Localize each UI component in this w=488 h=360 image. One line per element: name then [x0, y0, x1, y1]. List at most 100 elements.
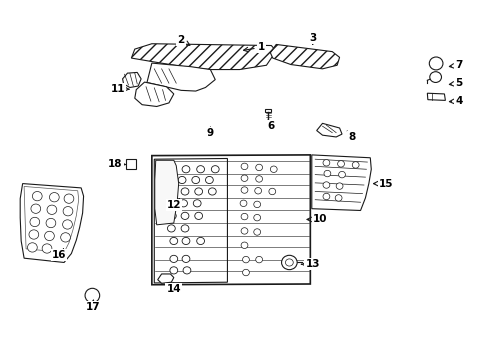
- Ellipse shape: [255, 176, 262, 182]
- Text: 2: 2: [177, 35, 189, 45]
- Ellipse shape: [253, 215, 260, 221]
- Text: 13: 13: [301, 259, 319, 269]
- Polygon shape: [20, 184, 83, 262]
- Polygon shape: [131, 44, 276, 69]
- Text: 16: 16: [52, 249, 66, 260]
- Ellipse shape: [169, 255, 177, 262]
- Polygon shape: [155, 160, 178, 225]
- Ellipse shape: [85, 288, 100, 303]
- Ellipse shape: [334, 195, 341, 201]
- Ellipse shape: [47, 205, 57, 215]
- Polygon shape: [152, 155, 310, 285]
- Text: 14: 14: [166, 283, 181, 294]
- Polygon shape: [270, 44, 339, 69]
- Ellipse shape: [30, 217, 40, 226]
- Ellipse shape: [181, 188, 188, 195]
- Ellipse shape: [196, 237, 204, 244]
- Ellipse shape: [270, 166, 277, 172]
- Ellipse shape: [44, 231, 54, 240]
- Polygon shape: [158, 274, 173, 283]
- Text: 11: 11: [110, 84, 129, 94]
- Ellipse shape: [167, 166, 175, 173]
- Ellipse shape: [338, 171, 345, 178]
- Ellipse shape: [31, 204, 41, 213]
- Ellipse shape: [164, 176, 172, 184]
- Polygon shape: [154, 158, 227, 283]
- Ellipse shape: [61, 233, 70, 242]
- Ellipse shape: [64, 194, 74, 203]
- Ellipse shape: [253, 201, 260, 208]
- Ellipse shape: [241, 242, 247, 248]
- Ellipse shape: [182, 166, 189, 173]
- Polygon shape: [147, 63, 215, 91]
- Ellipse shape: [27, 243, 37, 252]
- Text: 10: 10: [306, 215, 326, 224]
- Ellipse shape: [181, 225, 188, 232]
- Ellipse shape: [169, 237, 177, 244]
- Polygon shape: [122, 72, 141, 87]
- Ellipse shape: [281, 255, 297, 270]
- Text: 4: 4: [448, 96, 462, 106]
- Text: 7: 7: [448, 60, 462, 70]
- Ellipse shape: [46, 219, 56, 228]
- Text: 17: 17: [86, 300, 101, 312]
- Ellipse shape: [254, 188, 261, 194]
- Ellipse shape: [49, 193, 59, 202]
- Polygon shape: [316, 123, 341, 137]
- Ellipse shape: [168, 212, 176, 220]
- Ellipse shape: [241, 228, 247, 234]
- Ellipse shape: [194, 188, 202, 195]
- Ellipse shape: [351, 162, 358, 168]
- Ellipse shape: [323, 182, 329, 188]
- Ellipse shape: [253, 229, 260, 235]
- Ellipse shape: [169, 267, 177, 274]
- Ellipse shape: [208, 188, 216, 195]
- Polygon shape: [427, 93, 445, 100]
- Ellipse shape: [255, 164, 262, 171]
- Ellipse shape: [323, 159, 329, 166]
- Ellipse shape: [179, 200, 187, 207]
- Ellipse shape: [167, 225, 175, 232]
- Ellipse shape: [32, 192, 42, 201]
- Polygon shape: [135, 82, 173, 107]
- Ellipse shape: [193, 200, 201, 207]
- Ellipse shape: [428, 57, 442, 70]
- Ellipse shape: [241, 175, 247, 181]
- Ellipse shape: [241, 213, 247, 220]
- Ellipse shape: [335, 183, 342, 189]
- Text: 8: 8: [346, 131, 355, 142]
- Text: 18: 18: [108, 159, 126, 169]
- Polygon shape: [311, 155, 370, 211]
- Ellipse shape: [166, 200, 174, 207]
- Ellipse shape: [241, 187, 247, 193]
- Ellipse shape: [182, 237, 189, 244]
- Ellipse shape: [205, 176, 213, 184]
- Text: 15: 15: [373, 179, 392, 189]
- Ellipse shape: [241, 163, 247, 170]
- Text: 12: 12: [166, 199, 181, 210]
- Ellipse shape: [242, 256, 249, 263]
- Ellipse shape: [183, 267, 190, 274]
- Ellipse shape: [324, 170, 330, 177]
- Ellipse shape: [429, 72, 441, 82]
- Ellipse shape: [285, 259, 293, 266]
- Ellipse shape: [178, 176, 185, 184]
- Ellipse shape: [62, 220, 72, 229]
- Ellipse shape: [191, 176, 199, 184]
- Ellipse shape: [181, 212, 188, 220]
- Ellipse shape: [240, 200, 246, 207]
- Ellipse shape: [167, 188, 175, 195]
- Polygon shape: [126, 159, 136, 169]
- Ellipse shape: [255, 256, 262, 263]
- Ellipse shape: [63, 207, 73, 216]
- Ellipse shape: [242, 269, 249, 276]
- Ellipse shape: [323, 193, 329, 200]
- Ellipse shape: [182, 255, 189, 262]
- Ellipse shape: [29, 230, 39, 239]
- Text: 6: 6: [267, 120, 274, 131]
- Ellipse shape: [268, 188, 275, 195]
- Ellipse shape: [211, 166, 219, 173]
- Ellipse shape: [337, 161, 344, 167]
- Polygon shape: [265, 109, 271, 112]
- Ellipse shape: [196, 166, 204, 173]
